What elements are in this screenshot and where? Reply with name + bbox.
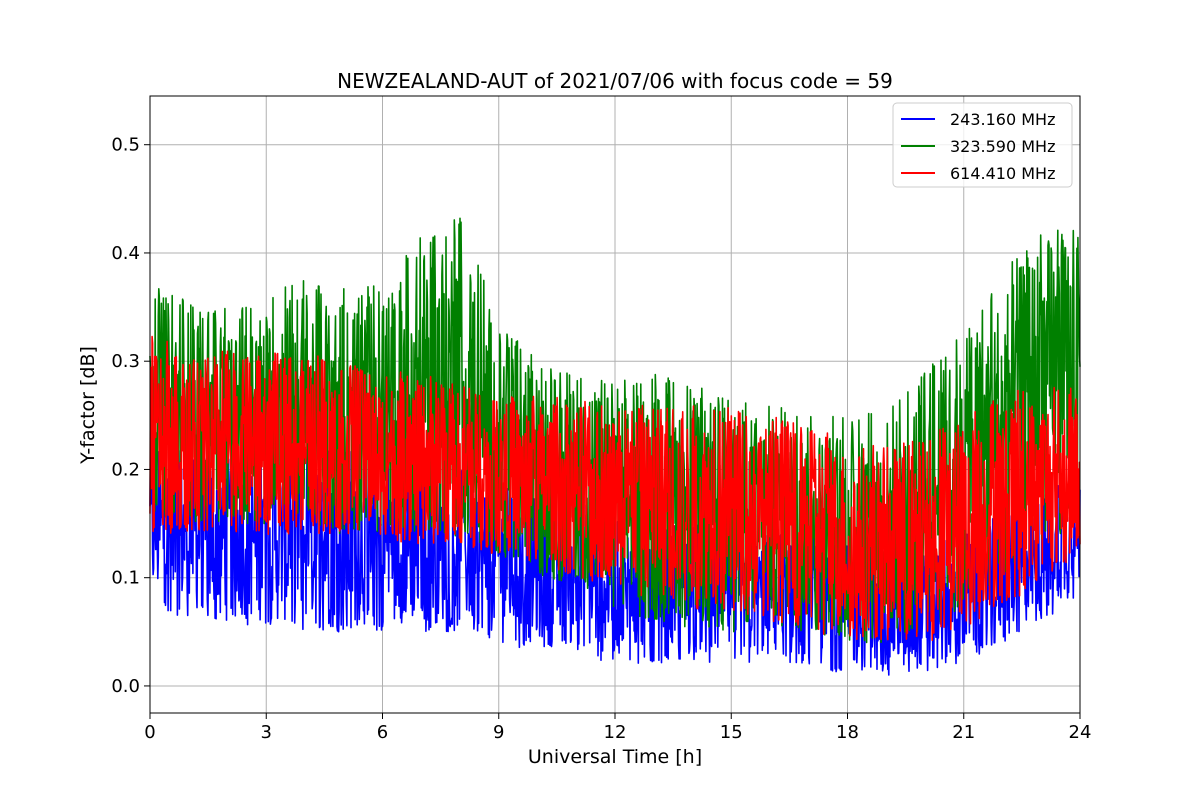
x-tick-label: 12 [604,722,627,743]
y-tick-label: 0.2 [111,459,140,480]
chart-title: NEWZEALAND-AUT of 2021/07/06 with focus … [337,69,893,93]
axis-layer: 0 3 6 9 12 15 18 21 24 0.0 0.1 0.2 0.3 0.4 0.5 [111,135,1091,743]
data-layer [149,217,1081,676]
legend-label: 243.160 MHz [950,110,1055,129]
x-tick-label: 15 [720,722,743,743]
x-axis-label: Universal Time [h] [528,746,702,768]
y-axis-label: Y-factor [dB] [77,346,99,465]
legend-label: 323.590 MHz [950,137,1055,156]
x-tick-label: 18 [836,722,859,743]
y-tick-label: 0.4 [111,243,140,264]
x-tick-label: 0 [144,722,155,743]
x-tick-label: 9 [493,722,504,743]
y-tick-label: 0.0 [111,676,140,697]
series-line-2 [149,335,1081,642]
legend: 243.160 MHz 323.590 MHz 614.410 MHz [892,102,1073,188]
y-tick-label: 0.1 [111,568,140,589]
y-tick-label: 0.3 [111,351,140,372]
x-tick-label: 21 [952,722,975,743]
legend-label: 614.410 MHz [950,164,1055,183]
x-tick-label: 6 [377,722,388,743]
x-tick-label: 3 [261,722,272,743]
legend-box [892,102,1073,188]
y-tick-label: 0.5 [111,135,140,156]
x-tick-label: 24 [1069,722,1092,743]
